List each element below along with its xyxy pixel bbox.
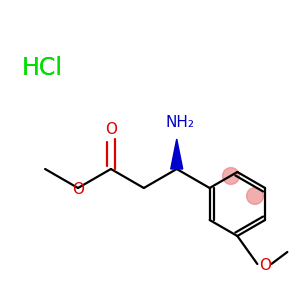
Circle shape	[223, 168, 239, 184]
Text: O: O	[105, 122, 117, 136]
Polygon shape	[171, 139, 183, 169]
Text: O: O	[259, 259, 271, 274]
Text: O: O	[72, 182, 84, 197]
Text: NH₂: NH₂	[165, 115, 194, 130]
Text: HCl: HCl	[22, 56, 63, 80]
Text: HCl: HCl	[22, 56, 63, 80]
Circle shape	[247, 188, 263, 204]
